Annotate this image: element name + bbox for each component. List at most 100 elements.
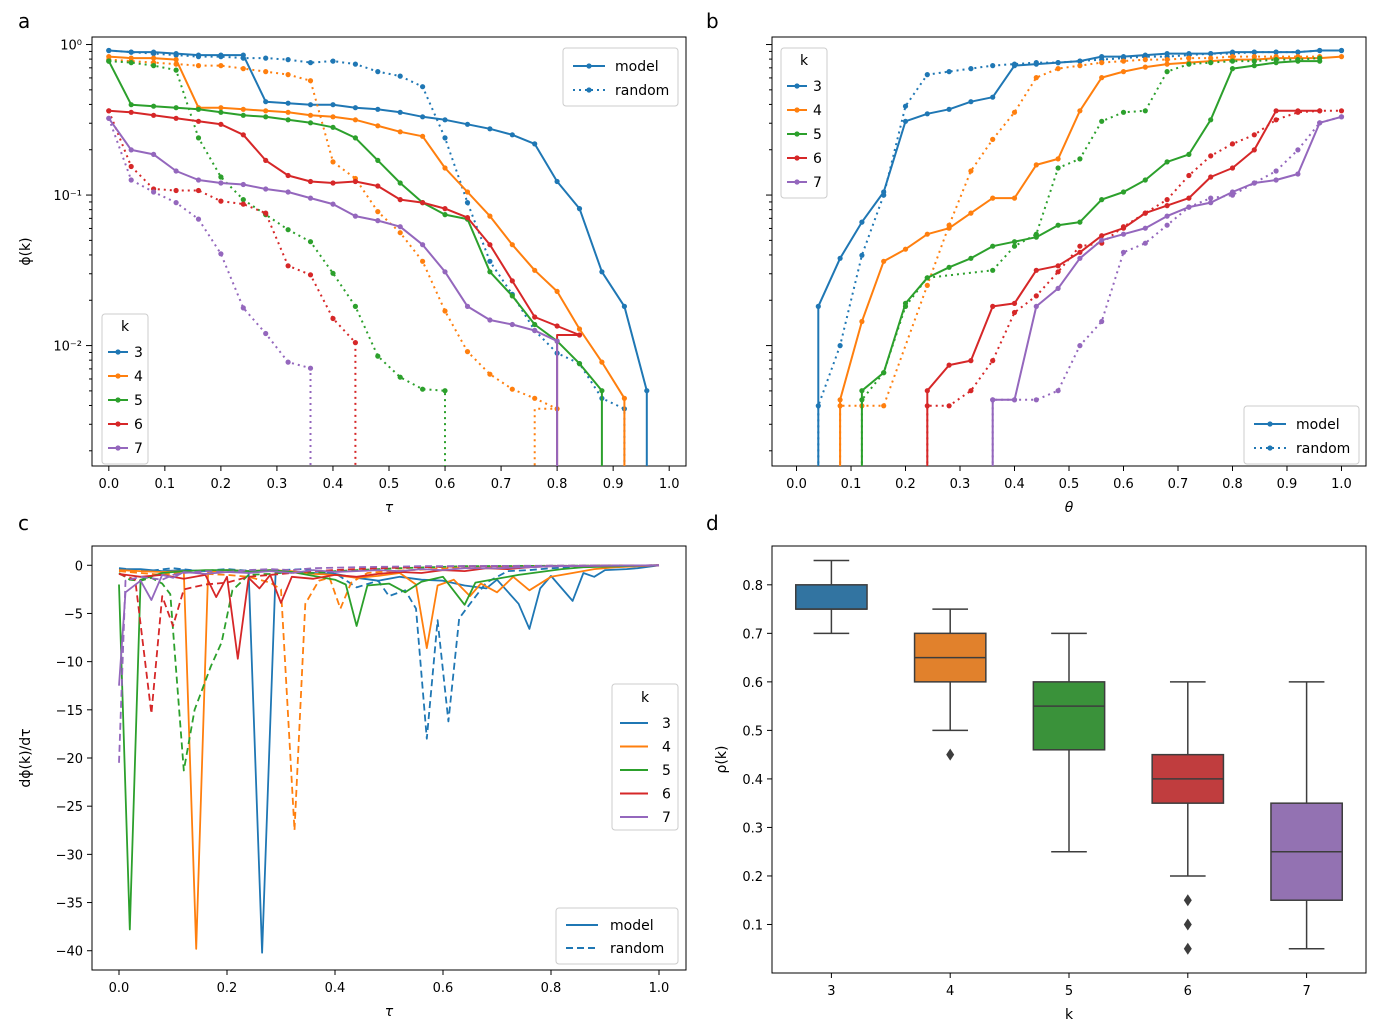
series-k4-model-point	[881, 258, 887, 264]
series-k3-random-point	[106, 47, 112, 54]
series-k6-random	[118, 564, 660, 715]
series-k5-model-point	[859, 388, 865, 394]
series-k4-random-point	[924, 282, 930, 288]
legend-marker-random	[586, 87, 592, 93]
series-k3-random-point	[968, 66, 974, 72]
series-k7-random-point	[990, 397, 996, 403]
x-tick-label: 0.9	[1277, 477, 1298, 492]
box-iqr	[795, 584, 868, 610]
series-k4-random-point	[307, 78, 314, 84]
series-k5-model-point	[1099, 197, 1105, 203]
series-k3-random-point	[128, 49, 134, 55]
y-axis-label: ρ(k)	[714, 746, 730, 774]
x-tick-label: 0.7	[491, 477, 512, 492]
x-tick-label: 0.0	[109, 981, 130, 996]
k-legend-label-7: 7	[662, 810, 671, 826]
series-k5-model-point	[1186, 151, 1192, 157]
series-k3-random-point	[464, 200, 471, 206]
series-k3-random-point	[1251, 49, 1257, 55]
series-k3-random-point	[195, 54, 202, 60]
series-k7-model	[107, 117, 559, 466]
x-tick-label: 0.6	[435, 477, 456, 492]
series-k3-random-point	[1317, 47, 1323, 54]
series-k6-model-point	[307, 178, 314, 185]
series-k7-model-point	[307, 195, 314, 201]
panel-d-boxplot-rho: 0.1 0.2 0.3 0.4 0.5 0.6 0.7 0.8 ρ(k) 3 4 5 6 7 k	[714, 545, 1367, 1023]
series-k5-model-point	[375, 157, 381, 163]
series-k7-random-point	[1295, 147, 1301, 153]
y-tick-label: −40	[56, 945, 83, 960]
series-k6-model-point	[173, 115, 179, 121]
series-k7-random-point	[1033, 397, 1039, 403]
y-tick-label: 0.8	[742, 579, 763, 594]
series-k4-model-point	[352, 117, 358, 123]
series-k5-random-point	[128, 60, 134, 66]
series-k6-model-point	[330, 180, 336, 186]
series-k6-random-point	[195, 187, 202, 194]
series-k7-model-point	[218, 180, 224, 186]
series-k5-model-point	[1164, 159, 1170, 165]
series-k7-random	[118, 564, 660, 763]
series-k3-random-point	[330, 58, 336, 64]
series-k4-random	[839, 55, 1320, 466]
series-k4-random-point	[263, 69, 269, 75]
series-k3-random-point	[946, 69, 952, 75]
series-k5-random	[118, 564, 660, 772]
box-k6	[1151, 681, 1225, 955]
series-k6-model-point	[1186, 195, 1192, 201]
series-k4-model-point	[307, 112, 314, 118]
series-k7-model-point	[240, 181, 246, 188]
series-k4-model-point	[968, 210, 974, 216]
series-k7-model-point	[352, 213, 358, 219]
k-legend-label-3: 3	[813, 79, 822, 95]
series-k4-random-point	[1011, 109, 1018, 115]
series-k3-model	[119, 564, 660, 954]
series-k5-model	[118, 564, 660, 931]
k-legend-label-4: 4	[662, 740, 671, 756]
series-k3-random-point	[240, 55, 246, 61]
k-legend-marker-6	[115, 421, 121, 427]
series-k6-model-point	[285, 172, 291, 179]
series-k6-model-point	[263, 157, 269, 163]
series-k4-model-point	[397, 129, 403, 135]
series-k4-model-point	[151, 55, 157, 61]
series-k3-random-point	[1273, 49, 1279, 55]
series-k6-model-point	[576, 332, 583, 338]
series-k5-random-point	[1317, 55, 1323, 61]
y-tick-label: 0.7	[742, 627, 763, 642]
series-k4-model-point	[576, 326, 583, 332]
series-k3-model-point	[924, 111, 930, 117]
x-tick-label: 3	[827, 984, 835, 999]
series-k3-random-point	[420, 84, 426, 90]
series-k5-model-point	[1055, 222, 1061, 228]
series-k6-random-point	[1055, 269, 1061, 275]
k-legend-marker-3	[794, 83, 800, 89]
style-legend	[555, 907, 679, 965]
series-k4-model-point	[621, 395, 628, 401]
series-k3-model-point	[902, 118, 909, 124]
series-k5-model-point	[240, 112, 246, 118]
series-k4-model-point	[285, 109, 291, 115]
series-k4-model-point	[263, 108, 269, 114]
panel-a-survival-vs-tau: 0.0 0.1 0.2 0.3 0.4 0.5 0.6 0.7 0.8 0.9 1.0 τ 10⁰ 10⁻…	[18, 36, 687, 516]
series-k5-random-point	[1273, 57, 1279, 63]
series-k3-model-point	[263, 99, 269, 105]
series-k7-model-point	[1164, 213, 1170, 219]
series-k5-random-point	[240, 197, 246, 203]
series-k4-model-point	[509, 242, 515, 248]
series-k3-random-point	[375, 69, 381, 75]
series-k3-model-point	[815, 303, 821, 309]
series-k3-random-point	[397, 73, 403, 79]
series-k6-random-point	[946, 403, 952, 409]
series-k6-model-point	[1033, 267, 1039, 273]
series-k5-random-point	[352, 303, 358, 309]
series-k4-model-point	[990, 195, 996, 201]
k-legend-label-4: 4	[813, 103, 822, 119]
series-k4-model-point	[173, 57, 179, 63]
series-k3-model-point	[375, 106, 381, 112]
series-k4-random-point	[837, 403, 843, 409]
series-k6-model-point	[1273, 108, 1279, 114]
x-tick-label: 0.2	[217, 981, 238, 996]
series-k5-random-point	[106, 58, 112, 64]
legend-label-random: random	[615, 83, 669, 99]
